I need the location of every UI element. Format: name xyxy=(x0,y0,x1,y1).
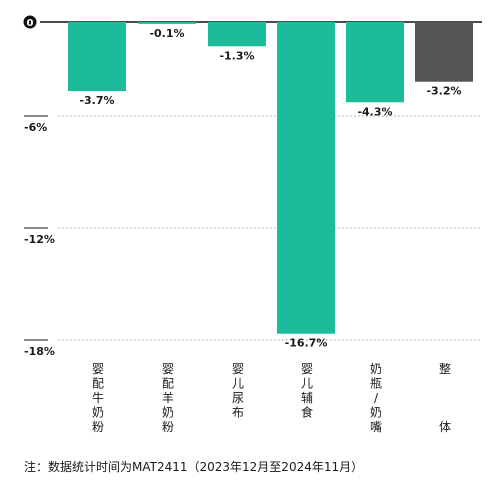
bar xyxy=(415,22,473,82)
category-label: 儿 xyxy=(301,377,313,391)
category-label: 婴 xyxy=(162,362,174,376)
bar xyxy=(346,22,404,103)
y-tick-label: -18% xyxy=(24,345,55,358)
category-label: 羊 xyxy=(162,390,174,405)
y-tick-label: 0 xyxy=(27,18,34,29)
bar-value-label: -3.7% xyxy=(79,94,114,107)
category-label: 体 xyxy=(439,420,451,434)
category-label: 儿 xyxy=(232,377,244,391)
bar xyxy=(138,22,196,24)
category-label: 奶 xyxy=(162,406,174,420)
zero-marker xyxy=(23,15,37,29)
category-label: 整 xyxy=(439,361,451,376)
category-label: 瓶 xyxy=(370,377,382,391)
category-label: / xyxy=(374,391,379,405)
bar-value-label: -3.2% xyxy=(426,85,461,98)
category-label: 粉 xyxy=(92,420,104,434)
bar-chart: 0 -6% -12% -18% -3.7% -0.1% -1.3% -16.7% -4.3% -3… xyxy=(23,15,482,434)
bar-value-label: -16.7% xyxy=(285,337,328,350)
bar xyxy=(208,22,266,47)
y-tick-label: -12% xyxy=(24,233,55,246)
category-label: 牛 xyxy=(92,390,104,405)
bar-value-label: -1.3% xyxy=(219,49,254,62)
category-label: 奶 xyxy=(92,406,104,420)
category-label: 配 xyxy=(162,377,174,391)
bar-value-label: -0.1% xyxy=(149,27,184,40)
y-tick-label: -6% xyxy=(24,121,47,134)
category-label: 奶 xyxy=(370,362,382,376)
bar-value-label: -4.3% xyxy=(357,105,392,118)
category-label: 配 xyxy=(92,377,104,391)
category-label: 尿 xyxy=(232,391,244,405)
category-label: 婴 xyxy=(92,362,104,376)
bar xyxy=(68,22,126,92)
category-label: 婴 xyxy=(232,362,244,376)
bar xyxy=(277,22,335,334)
category-label: 嘴 xyxy=(370,420,382,434)
footnote: 注：数据统计时间为MAT2411（2023年12月至2024年11月） xyxy=(24,460,364,474)
category-label: 食 xyxy=(301,405,313,420)
category-label: 奶 xyxy=(370,406,382,420)
category-label: 辅 xyxy=(301,391,313,405)
category-label: 粉 xyxy=(162,420,174,434)
category-label: 婴 xyxy=(301,362,313,376)
category-label: 布 xyxy=(232,406,244,420)
